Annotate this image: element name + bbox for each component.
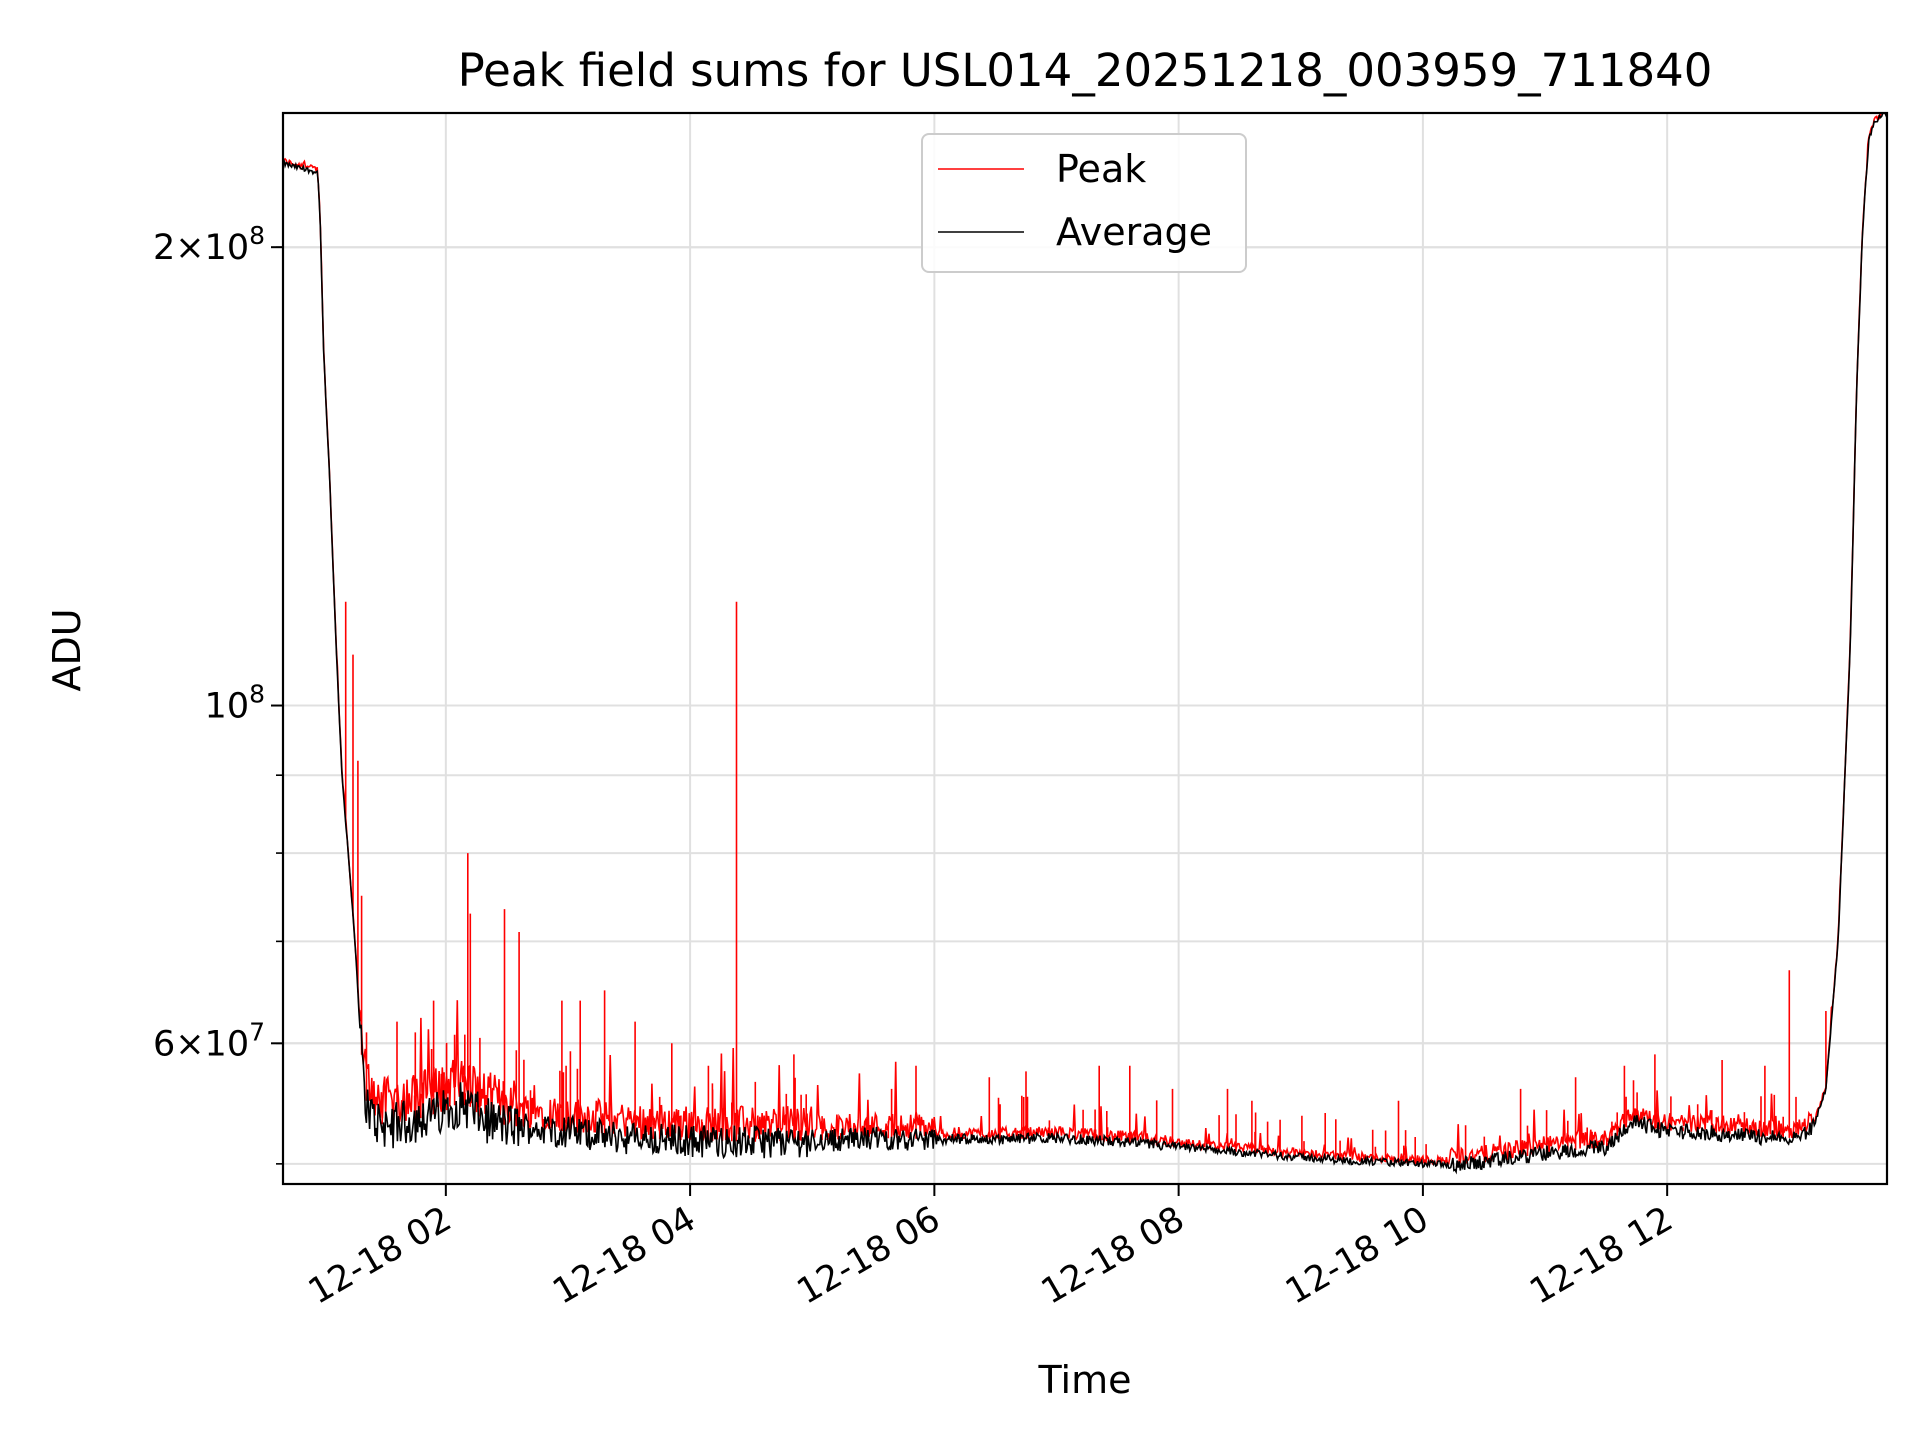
y-axis: 108 2×108 6×107 (153, 221, 283, 1165)
y-axis-label: ADU (45, 608, 89, 691)
legend-label-peak: Peak (1056, 147, 1146, 191)
chart-title: Peak field sums for USL014_20251218_0039… (458, 44, 1713, 97)
series-line-average (283, 113, 1887, 1175)
y-tick-label: 6×107 (153, 1017, 265, 1064)
y-tick-label: 2×108 (153, 221, 265, 268)
gridlines (283, 113, 1887, 1184)
legend: Peak Average (921, 133, 1247, 273)
legend-label-average: Average (1056, 210, 1212, 254)
plot-series (283, 113, 1887, 1175)
x-axis-label: Time (1038, 1358, 1132, 1402)
plot-frame (281, 111, 1889, 1186)
y-tick-label: 108 (205, 680, 265, 727)
